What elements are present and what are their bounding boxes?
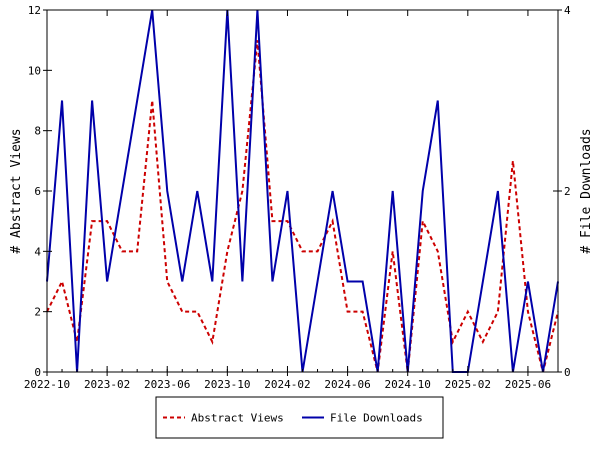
- y-tick-label: 4: [34, 245, 41, 258]
- x-tick-label: 2024-10: [385, 378, 431, 391]
- y2-tick-label: 0: [564, 366, 571, 379]
- x-tick-label: 2024-02: [264, 378, 310, 391]
- x-tick-label: 2024-06: [324, 378, 370, 391]
- x-tick-label: 2022-10: [24, 378, 70, 391]
- legend: Abstract Views File Downloads: [155, 396, 444, 439]
- y-axis-title: # Abstract Views: [9, 128, 24, 253]
- x-tick-label: 2023-06: [144, 378, 190, 391]
- y-tick-label: 6: [34, 185, 41, 198]
- y-tick-label: 0: [34, 366, 41, 379]
- y-tick-label: 8: [34, 125, 41, 138]
- y2-axis-title: # File Downloads: [579, 128, 594, 253]
- x-tick-label: 2025-02: [445, 378, 491, 391]
- y2-tick-label: 4: [564, 4, 571, 17]
- y-tick-label: 10: [28, 64, 41, 77]
- plot-area: [47, 10, 558, 372]
- y2-tick-label: 2: [564, 185, 571, 198]
- legend-label: File Downloads: [330, 412, 423, 425]
- x-tick-label: 2023-02: [84, 378, 130, 391]
- x-tick-label: 2023-10: [204, 378, 250, 391]
- x-tick-label: 2025-06: [505, 378, 551, 391]
- legend-box: [155, 396, 444, 439]
- y-tick-label: 2: [34, 306, 41, 319]
- plot-background: [47, 10, 558, 372]
- legend-label: Abstract Views: [191, 412, 284, 425]
- axes: 0 2 4 6 8 10 12 0 2 4 2022-10 2023-02 2023-06 2023-10…: [24, 4, 571, 391]
- series-line-abstract-views: [46, 40, 559, 373]
- y-tick-label: 12: [28, 4, 41, 17]
